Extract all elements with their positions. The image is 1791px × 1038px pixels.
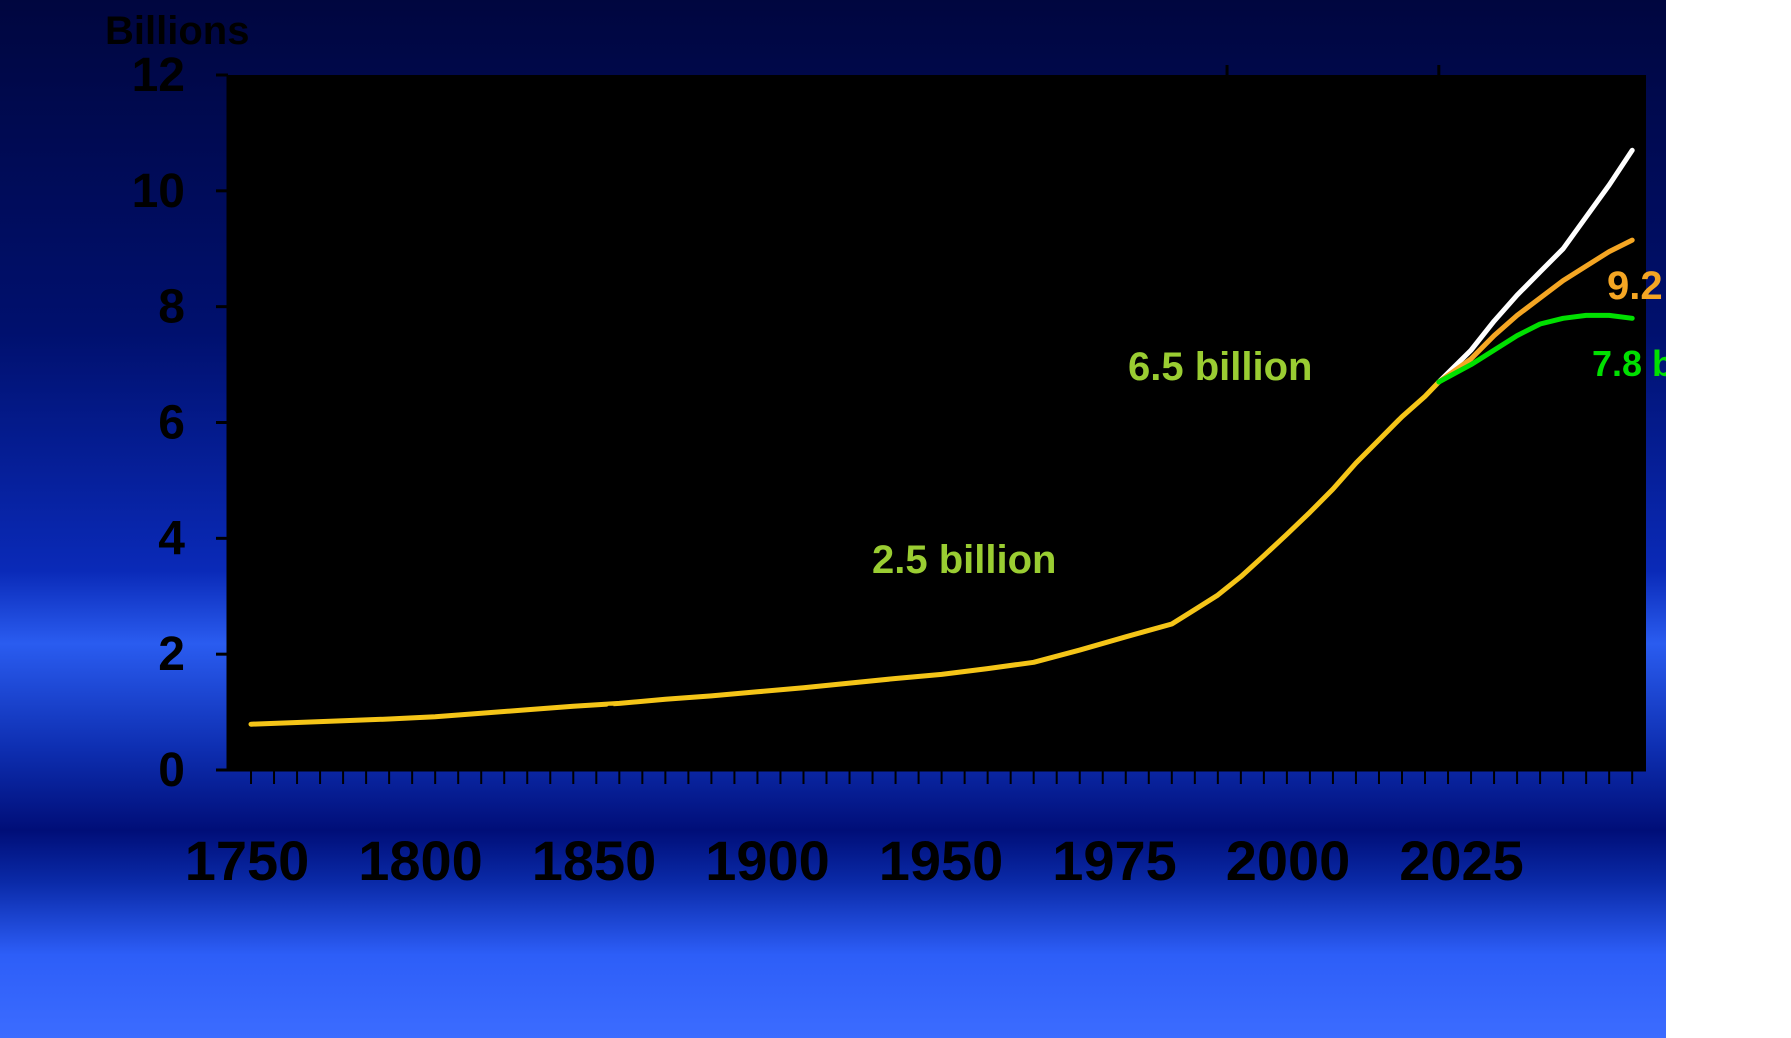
plot-area <box>228 75 1646 770</box>
x-tick-label: 1900 <box>705 829 830 892</box>
y-axis-title: Billions <box>105 9 249 53</box>
series-line-1 <box>248 379 1442 727</box>
x-tick-label: 1750 <box>185 829 310 892</box>
y-tick-label: 6 <box>158 397 185 450</box>
x-tick-label: 2025 <box>1399 829 1524 892</box>
series-line-2 <box>1436 147 1635 385</box>
annotation-label: 9.2 billion <box>1607 264 1666 308</box>
annotation-label: 2.5 billion <box>872 538 1056 582</box>
annotation-label: 120 years <box>599 699 772 741</box>
y-tick-label: 4 <box>158 512 185 565</box>
x-tick-label: 2000 <box>1226 829 1351 892</box>
y-tick-labels: 0 2 4 6 8 10 12 <box>132 49 186 797</box>
series-line-4 <box>1436 312 1635 385</box>
y-tick-label: 10 <box>132 165 185 218</box>
x-tick-label: 1850 <box>532 829 657 892</box>
population-chart: 0 2 4 6 8 10 12 1750 1800 1850 1900 1950 1975 2000 20… <box>105 9 1666 892</box>
y-tick-label: 0 <box>158 744 185 797</box>
x-tick-labels: 1750 1800 1850 1900 1950 1975 2000 2025 <box>185 829 1524 892</box>
series-lines <box>248 147 1635 727</box>
annotation-label: 7.8 billion <box>1592 343 1666 384</box>
x-tick-label: 1975 <box>1052 829 1177 892</box>
slide-background: 0 2 4 6 8 10 12 1750 1800 1850 1900 1950 1975 2000 20… <box>0 0 1666 1038</box>
annotation-label: 6.5 billion <box>1128 345 1312 389</box>
y-tick-label: 12 <box>132 49 185 102</box>
y-tick-label: 8 <box>158 281 185 334</box>
x-tick-label: 1800 <box>358 829 483 892</box>
annotations: 2.5 billion 6.5 billion 9.2 billion 7.8 bil… <box>599 264 1666 741</box>
axes <box>216 65 1646 784</box>
series-line-3 <box>1436 237 1635 385</box>
x-tick-label: 1950 <box>879 829 1004 892</box>
y-tick-label: 2 <box>158 628 185 681</box>
